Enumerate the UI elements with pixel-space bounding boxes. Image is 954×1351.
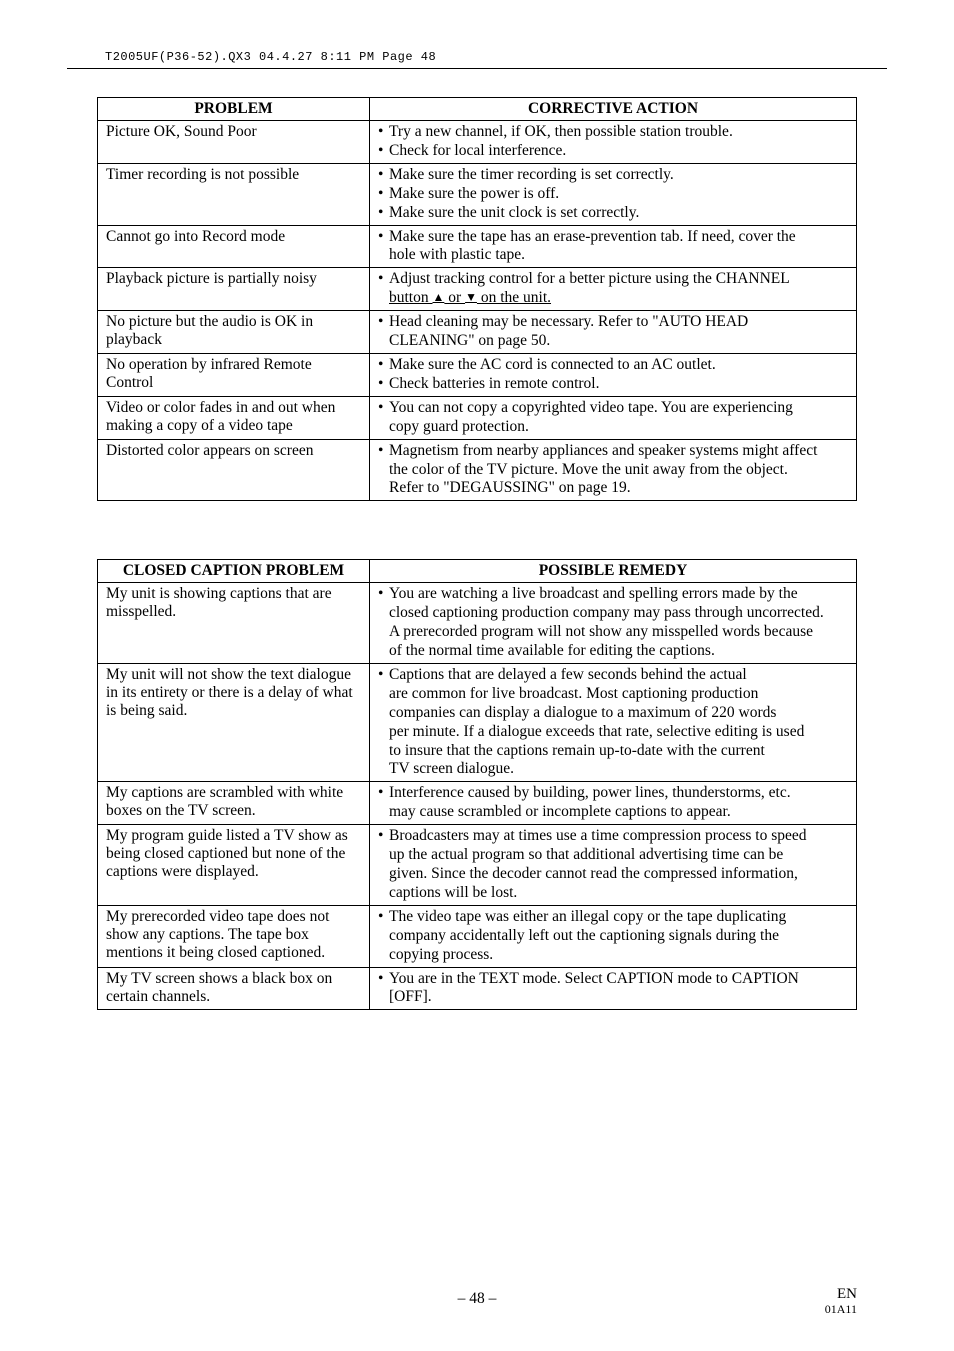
table-line: Make sure the power is off.	[378, 185, 848, 204]
table-cell-right: You can not copy a copyrighted video tap…	[370, 396, 857, 439]
table-cell-right: You are in the TEXT mode. Select CAPTION…	[370, 967, 857, 1010]
table-line: You are watching a live broadcast and sp…	[378, 585, 848, 604]
table-cell-right: The video tape was either an illegal cop…	[370, 905, 857, 967]
header-remedy: POSSIBLE REMEDY	[370, 560, 857, 583]
table-cell-left: No picture but the audio is OK in playba…	[98, 311, 370, 354]
table-line: Make sure the tape has an erase-preventi…	[378, 228, 848, 247]
table-line: Captions that are delayed a few seconds …	[378, 666, 848, 685]
table-cell-right: You are watching a live broadcast and sp…	[370, 583, 857, 664]
table-line: the color of the TV picture. Move the un…	[378, 461, 848, 480]
table-row: My unit will not show the text dialogue …	[98, 663, 857, 781]
table-cell-left: My prerecorded video tape does not show …	[98, 905, 370, 967]
footer-right: EN 01A11	[825, 1286, 857, 1316]
header-cc-problem: CLOSED CAPTION PROBLEM	[98, 560, 370, 583]
table-cell-right: Head cleaning may be necessary. Refer to…	[370, 311, 857, 354]
table-cell-right: Captions that are delayed a few seconds …	[370, 663, 857, 781]
table-line: companies can display a dialogue to a ma…	[378, 704, 848, 723]
problem-table: PROBLEM CORRECTIVE ACTION Picture OK, So…	[97, 97, 857, 501]
table-cell-right: Make sure the tape has an erase-preventi…	[370, 225, 857, 268]
table-row: My captions are scrambled with white box…	[98, 782, 857, 825]
table-header-row: PROBLEM CORRECTIVE ACTION	[98, 98, 857, 121]
table-cell-left: My TV screen shows a black box on certai…	[98, 967, 370, 1010]
table-line: of the normal time available for editing…	[378, 642, 848, 661]
table-header-row: CLOSED CAPTION PROBLEM POSSIBLE REMEDY	[98, 560, 857, 583]
table-row: Playback picture is partially noisy Adjus…	[98, 268, 857, 311]
table-row: Timer recording is not possible Make sure…	[98, 163, 857, 225]
table-line: [OFF].	[378, 988, 848, 1007]
table-line: Make sure the AC cord is connected to an…	[378, 356, 848, 375]
table-row: Distorted color appears on screen Magneti…	[98, 439, 857, 501]
table-row: My TV screen shows a black box on certai…	[98, 967, 857, 1010]
table-row: My unit is showing captions that are mis…	[98, 583, 857, 664]
table-cell-left: Picture OK, Sound Poor	[98, 121, 370, 164]
table-cell-left: Cannot go into Record mode	[98, 225, 370, 268]
footer-code: 01A11	[825, 1303, 857, 1316]
header-problem: PROBLEM	[98, 98, 370, 121]
table-line: copying process.	[378, 946, 848, 965]
table-line: Make sure the unit clock is set correctl…	[378, 204, 848, 223]
table-line: A prerecorded program will not show any …	[378, 623, 848, 642]
page-number: – 48 –	[97, 1290, 857, 1308]
table-line: Refer to "DEGAUSSING" on page 19.	[378, 479, 848, 498]
header-rule	[67, 68, 887, 69]
table-cell-left: My program guide listed a TV show as bei…	[98, 825, 370, 906]
table-line: Make sure the timer recording is set cor…	[378, 166, 848, 185]
table-line: captions will be lost.	[378, 884, 848, 903]
table-cell-right: Magnetism from nearby appliances and spe…	[370, 439, 857, 501]
table-line: You can not copy a copyrighted video tap…	[378, 399, 848, 418]
table-row: Cannot go into Record mode Make sure the …	[98, 225, 857, 268]
table-row: No operation by infrared Remote Control M…	[98, 353, 857, 396]
table-cell-left: My captions are scrambled with white box…	[98, 782, 370, 825]
table-line: closed captioning production company may…	[378, 604, 848, 623]
table-line: The video tape was either an illegal cop…	[378, 908, 848, 927]
table-cell-left: My unit will not show the text dialogue …	[98, 663, 370, 781]
table-cell-right: Make sure the AC cord is connected to an…	[370, 353, 857, 396]
table-cell-left: My unit is showing captions that are mis…	[98, 583, 370, 664]
table-cell-right: Adjust tracking control for a better pic…	[370, 268, 857, 311]
table-line: TV screen dialogue.	[378, 760, 848, 779]
page-content: T2005UF(P36-52).QX3 04.4.27 8:11 PM Page…	[97, 0, 857, 1350]
table-cell-left: Distorted color appears on screen	[98, 439, 370, 501]
table-row: No picture but the audio is OK in playba…	[98, 311, 857, 354]
table-cell-left: Timer recording is not possible	[98, 163, 370, 225]
table-line: Interference caused by building, power l…	[378, 784, 848, 803]
table-cell-left: Video or color fades in and out when mak…	[98, 396, 370, 439]
table-line: hole with plastic tape.	[378, 246, 848, 265]
table-line: Check batteries in remote control.	[378, 375, 848, 394]
table-cell-right: Make sure the timer recording is set cor…	[370, 163, 857, 225]
table-line: may cause scrambled or incomplete captio…	[378, 803, 848, 822]
table-line: are common for live broadcast. Most capt…	[378, 685, 848, 704]
caption-problem-table: CLOSED CAPTION PROBLEM POSSIBLE REMEDY M…	[97, 559, 857, 1010]
table-cell-left: No operation by infrared Remote Control	[98, 353, 370, 396]
table-row: My program guide listed a TV show as bei…	[98, 825, 857, 906]
table-line: button ▲ or ▼ on the unit.	[378, 289, 848, 308]
table-line: company accidentally left out the captio…	[378, 927, 848, 946]
table-line: copy guard protection.	[378, 418, 848, 437]
table-cell-right: Try a new channel, if OK, then possible …	[370, 121, 857, 164]
table-cell-left: Playback picture is partially noisy	[98, 268, 370, 311]
table-line: Adjust tracking control for a better pic…	[378, 270, 848, 289]
table-line: Broadcasters may at times use a time com…	[378, 827, 848, 846]
table-line: Check for local interference.	[378, 142, 848, 161]
table-row: Video or color fades in and out when mak…	[98, 396, 857, 439]
page-footer: – 48 – EN 01A11	[97, 1290, 857, 1350]
table-line: given. Since the decoder cannot read the…	[378, 865, 848, 884]
table-line: You are in the TEXT mode. Select CAPTION…	[378, 970, 848, 989]
table-line: Head cleaning may be necessary. Refer to…	[378, 313, 848, 332]
table-line: to insure that the captions remain up-to…	[378, 742, 848, 761]
file-header: T2005UF(P36-52).QX3 04.4.27 8:11 PM Page…	[97, 50, 857, 64]
footer-en: EN	[825, 1286, 857, 1303]
header-action: CORRECTIVE ACTION	[370, 98, 857, 121]
table-line: Try a new channel, if OK, then possible …	[378, 123, 848, 142]
table-line: per minute. If a dialogue exceeds that r…	[378, 723, 848, 742]
table-cell-right: Interference caused by building, power l…	[370, 782, 857, 825]
table-line: Magnetism from nearby appliances and spe…	[378, 442, 848, 461]
table-line: up the actual program so that additional…	[378, 846, 848, 865]
table-row: My prerecorded video tape does not show …	[98, 905, 857, 967]
table-cell-right: Broadcasters may at times use a time com…	[370, 825, 857, 906]
table-line: CLEANING" on page 50.	[378, 332, 848, 351]
table-row: Picture OK, Sound Poor Try a new channel,…	[98, 121, 857, 164]
